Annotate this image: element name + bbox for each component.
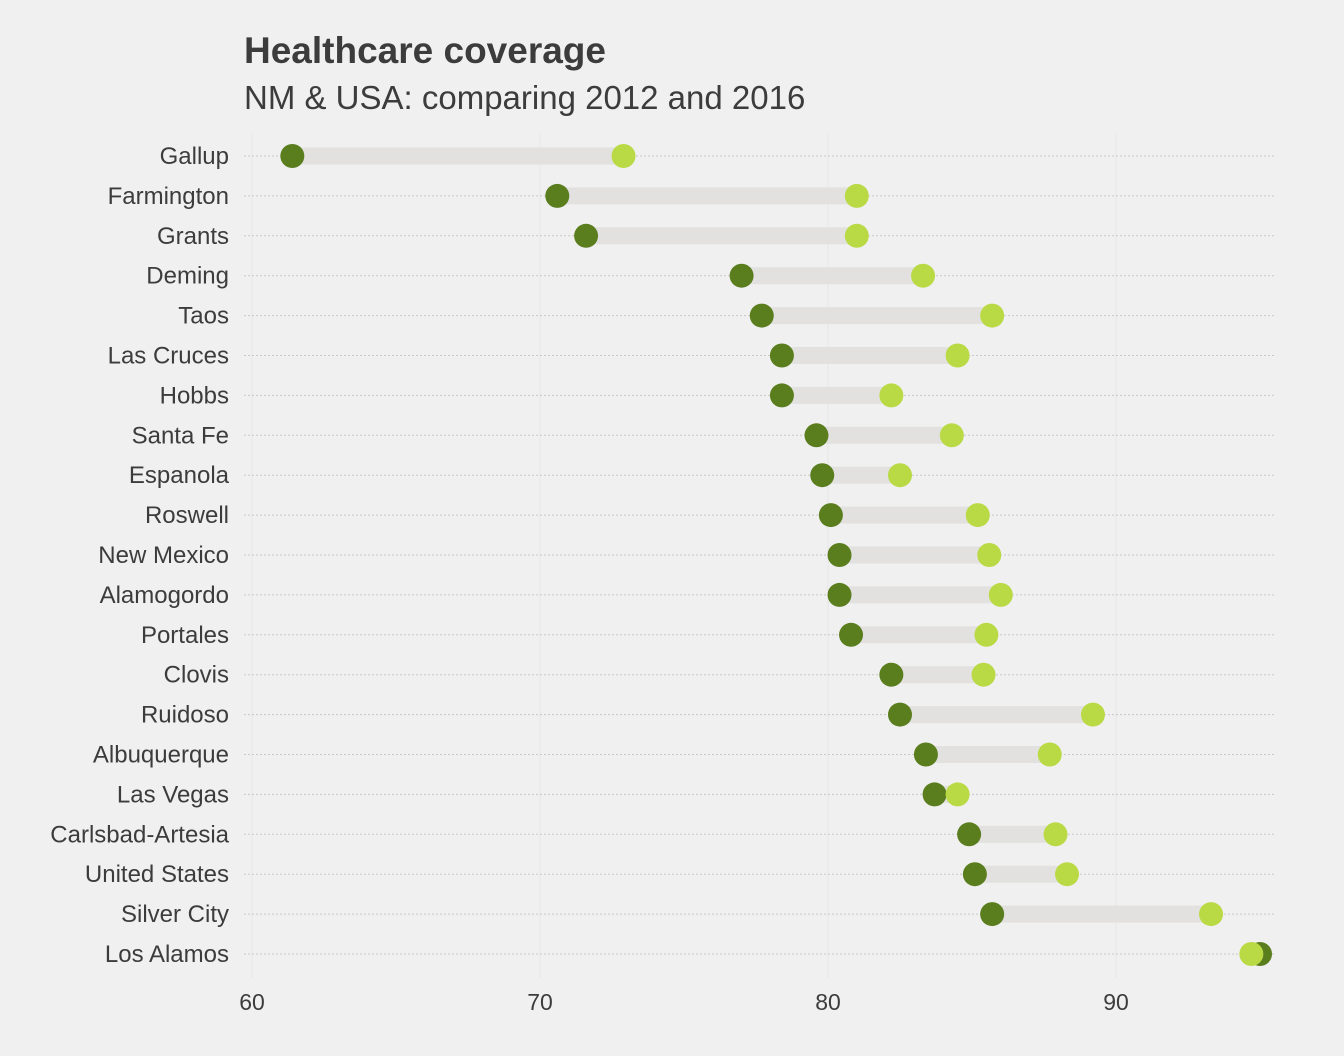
category-label: Deming <box>146 263 229 290</box>
dot-2012 <box>888 702 912 727</box>
dot-2012 <box>827 543 852 567</box>
dot-2016 <box>965 503 990 528</box>
category-label: Santa Fe <box>132 422 229 449</box>
dot-2012 <box>818 503 843 528</box>
dot-2016 <box>974 622 999 647</box>
range-bar <box>992 905 1212 923</box>
x-tick-label: 70 <box>527 989 553 1015</box>
category-label: Clovis <box>164 662 229 689</box>
range-bar <box>891 666 984 684</box>
dot-2016 <box>939 423 964 448</box>
range-bar <box>816 426 952 444</box>
chart-subtitle: NM & USA: comparing 2012 and 2016 <box>244 79 806 116</box>
dot-2016 <box>945 343 970 368</box>
dot-2012 <box>804 423 829 448</box>
category-label: Las Cruces <box>108 343 229 370</box>
x-tick-label: 60 <box>239 989 265 1015</box>
dot-2016 <box>888 463 912 488</box>
dot-2016 <box>1199 902 1224 927</box>
category-label: Grants <box>157 223 229 250</box>
category-label: Farmington <box>108 183 229 210</box>
category-label: Ruidoso <box>141 702 229 729</box>
category-label: Albuquerque <box>93 742 229 769</box>
dot-2012 <box>810 463 835 488</box>
dot-2016 <box>977 543 1002 567</box>
dot-2016 <box>1239 942 1264 966</box>
range-bar <box>781 347 958 364</box>
dot-2016 <box>611 144 636 168</box>
dot-2012 <box>922 782 947 807</box>
range-bar <box>761 307 993 325</box>
dot-2016 <box>911 263 936 288</box>
dot-2012 <box>729 263 754 288</box>
category-label: New Mexico <box>98 542 229 569</box>
dot-2012 <box>879 662 904 687</box>
x-tick-label: 90 <box>1103 989 1129 1015</box>
chart-title: Healthcare coverage <box>244 30 606 71</box>
dot-2012 <box>545 183 570 208</box>
category-label: Taos <box>178 303 229 330</box>
category-label: Gallup <box>160 143 229 170</box>
range-bar <box>781 386 892 404</box>
range-bar <box>925 746 1050 763</box>
category-label: Alamogordo <box>100 582 229 609</box>
range-bar <box>586 227 857 245</box>
range-bar <box>557 187 857 205</box>
category-label: Roswell <box>145 502 229 529</box>
dot-2016 <box>1037 742 1062 767</box>
dot-2016 <box>971 662 996 687</box>
range-bar <box>839 586 1001 604</box>
range-bar <box>830 506 978 524</box>
dot-2012 <box>280 144 305 168</box>
category-label: United States <box>85 861 229 888</box>
range-bar <box>822 466 900 484</box>
category-label: Las Vegas <box>117 781 229 808</box>
dot-2016 <box>844 183 869 208</box>
dot-2012 <box>957 822 982 847</box>
range-bar <box>741 267 924 285</box>
category-label: Silver City <box>121 901 229 928</box>
dot-2016 <box>879 383 904 408</box>
dot-2012 <box>769 343 794 368</box>
range-bar <box>974 865 1068 883</box>
range-bar <box>292 147 624 165</box>
dot-2016 <box>945 782 970 807</box>
dot-2012 <box>827 582 852 607</box>
dot-2012 <box>769 383 794 408</box>
dot-2012 <box>913 742 938 767</box>
dot-2016 <box>1080 702 1105 727</box>
x-tick-label: 80 <box>815 989 841 1015</box>
dot-2012 <box>962 862 987 887</box>
dot-2012 <box>574 223 599 248</box>
dot-2016 <box>980 303 1005 328</box>
range-bar <box>969 825 1056 843</box>
dot-2016 <box>988 582 1013 607</box>
category-label: Los Alamos <box>105 941 229 968</box>
range-bar <box>851 626 987 644</box>
dot-2012 <box>749 303 774 328</box>
dot-2012 <box>980 902 1005 927</box>
category-label: Carlsbad-Artesia <box>50 821 229 848</box>
dot-2012 <box>839 622 864 647</box>
category-label: Portales <box>141 622 229 649</box>
dot-2016 <box>1043 822 1068 847</box>
dot-2016 <box>1055 862 1080 887</box>
range-bar <box>900 706 1093 724</box>
category-label: Hobbs <box>160 382 229 409</box>
dot-2016 <box>844 223 869 248</box>
range-bar <box>839 546 990 564</box>
category-label: Espanola <box>129 462 230 489</box>
